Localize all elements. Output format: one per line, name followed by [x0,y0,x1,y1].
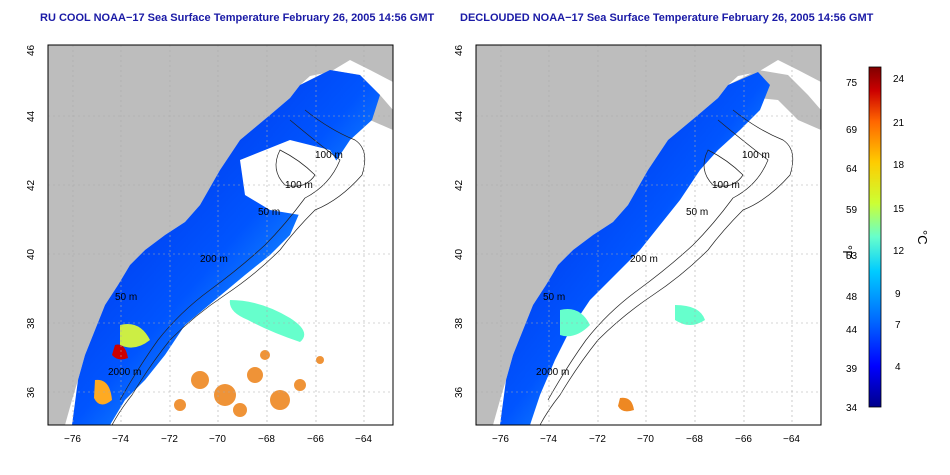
x-tick-label: −76 [492,434,509,445]
y-tick-label: 38 [26,317,37,329]
y-tick-label: 36 [26,386,37,398]
contour-label: 50 m [543,292,565,303]
fahrenheit-tick: 75 [846,78,858,89]
fahrenheit-tick: 34 [846,403,858,414]
celsius-tick: 24 [893,74,905,85]
celsius-tick: 21 [893,118,905,129]
fahrenheit-tick: 53 [846,251,858,262]
contour-label: 50 m [258,207,280,218]
fahrenheit-tick: 59 [846,205,858,216]
celsius-label: °C [915,230,930,245]
fahrenheit-tick: 64 [846,164,858,175]
y-tick-label: 38 [454,317,465,329]
map-right: 100 m 100 m 50 m 200 m 50 m 2000 m −76 −… [454,44,822,445]
y-axis-right: 46 44 42 40 38 36 [454,44,465,398]
contour-label: 100 m [742,150,770,161]
x-tick-label: −70 [209,434,226,445]
y-tick-label: 46 [454,44,465,56]
contour-label: 200 m [630,254,658,265]
x-axis-left: −76 −74 −72 −70 −68 −66 −64 [64,434,372,445]
y-tick-label: 46 [26,44,37,56]
x-tick-label: −68 [686,434,703,445]
fahrenheit-tick: 39 [846,364,858,375]
x-tick-label: −72 [161,434,178,445]
celsius-tick: 4 [895,362,901,373]
celsius-tick: 12 [893,246,905,257]
fahrenheit-label: °F [840,245,855,258]
y-tick-label: 42 [454,179,465,191]
x-tick-label: −74 [112,434,129,445]
celsius-tick: 18 [893,160,905,171]
y-tick-label: 44 [454,110,465,122]
contour-label: 50 m [686,207,708,218]
land-left [48,45,393,425]
celsius-tick: 9 [895,289,901,300]
map-left: 100 m 100 m 50 m 200 m 50 m 2000 m −76 −… [26,44,394,445]
fahrenheit-tick: 44 [846,325,858,336]
map-title-right: DECLOUDED NOAA−17 Sea Surface Temperatur… [460,12,874,24]
x-tick-label: −66 [307,434,324,445]
map-title-left: RU COOL NOAA−17 Sea Surface Temperature … [40,12,435,24]
celsius-tick: 15 [893,204,905,215]
contour-label: 100 m [315,150,343,161]
sst-coastal-band-right [500,72,770,425]
x-tick-label: −74 [540,434,557,445]
x-tick-label: −66 [735,434,752,445]
contour-label: 50 m [115,292,137,303]
x-tick-label: −76 [64,434,81,445]
fahrenheit-tick: 69 [846,125,858,136]
x-tick-label: −72 [589,434,606,445]
x-tick-label: −64 [355,434,372,445]
contour-label: 100 m [285,180,313,191]
y-tick-label: 44 [26,110,37,122]
contour-label: 200 m [200,254,228,265]
colorbar: 75 69 64 59 53 48 44 39 34 24 21 18 15 1… [840,66,930,414]
fahrenheit-tick: 48 [846,292,858,303]
y-axis-left: 46 44 42 40 38 36 [26,44,37,398]
celsius-tick: 7 [895,320,901,331]
y-tick-label: 40 [26,248,37,260]
colorbar-gradient [868,66,882,408]
x-tick-label: −68 [258,434,275,445]
contour-label: 2000 m [108,367,141,378]
y-tick-label: 42 [26,179,37,191]
contour-label: 2000 m [536,367,569,378]
y-tick-label: 40 [454,248,465,260]
contour-label: 100 m [712,180,740,191]
land-right [476,45,821,425]
x-tick-label: −64 [783,434,800,445]
x-tick-label: −70 [637,434,654,445]
x-axis-right: −76 −74 −72 −70 −68 −66 −64 [492,434,800,445]
y-tick-label: 36 [454,386,465,398]
